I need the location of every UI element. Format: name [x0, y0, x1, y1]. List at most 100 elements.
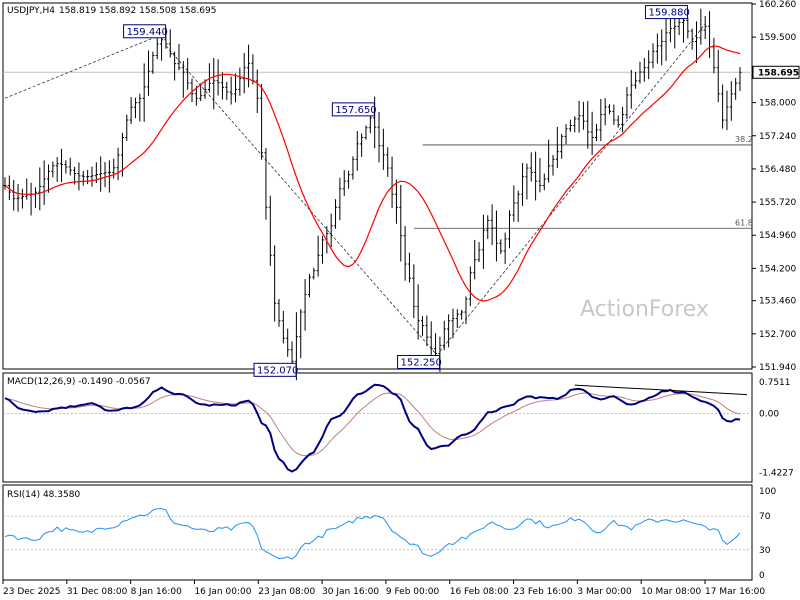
time-tick-label: 17 Mar 16:00 [705, 587, 765, 597]
moving-average-line [4, 45, 741, 302]
price-bar [673, 17, 677, 49]
price-tick-label: 159.500 [759, 33, 796, 43]
macd-tick-label: -1.4227 [759, 469, 794, 479]
price-bar [129, 97, 133, 125]
price-bar [147, 50, 151, 96]
price-bar [507, 210, 511, 249]
price-bar [442, 320, 446, 351]
price-bar [603, 98, 607, 126]
price-bar [390, 156, 394, 209]
price-bar [412, 264, 416, 319]
price-bar [416, 284, 420, 340]
price-tick-label: 155.720 [759, 198, 796, 208]
price-bar [525, 163, 529, 200]
rsi-panel-frame [2, 484, 753, 581]
price-bar [225, 81, 229, 100]
price-bar [421, 316, 425, 337]
price-bar [25, 178, 29, 200]
price-bar [725, 90, 729, 131]
price-bar [481, 214, 485, 269]
price-bar [90, 166, 94, 187]
time-tick-label: 16 Feb 08:00 [450, 587, 509, 597]
price-bar [560, 133, 564, 159]
price-layer: 38.2 61.8 159.440 152.070 157.650 152.250 159.… [3, 5, 753, 381]
price-bar [377, 112, 381, 163]
price-bar [608, 104, 612, 115]
price-bar [716, 49, 720, 103]
price-tick-label: 153.460 [759, 297, 796, 307]
price-bar [577, 100, 581, 133]
trendline [4, 32, 167, 99]
price-bar [116, 147, 120, 181]
price-bar [212, 58, 216, 110]
price-bar [521, 163, 525, 206]
price-bar [407, 252, 411, 283]
price-title: USDJPY,H4 158.819 158.892 158.508 158.695 [7, 6, 216, 16]
price-bar [529, 152, 533, 182]
price-bar [616, 115, 620, 128]
price-bar [7, 175, 11, 200]
price-bar [634, 71, 638, 89]
price-bar [394, 179, 398, 224]
time-tick-label: 23 Jan 08:00 [258, 587, 315, 597]
price-bar [60, 148, 64, 183]
price-bar [429, 321, 433, 362]
price-bar [534, 151, 538, 201]
price-bar [729, 81, 733, 121]
price-bar [425, 315, 429, 347]
price-bar [20, 188, 24, 209]
swing-label-box [397, 354, 441, 369]
fib-level-label: 61.8 [735, 218, 753, 227]
price-bar [612, 104, 616, 125]
swing-label-box [123, 24, 167, 39]
swing-label: 152.070 [257, 365, 298, 376]
price-bar [155, 37, 159, 60]
price-bar [199, 83, 203, 102]
price-bar [3, 177, 7, 190]
price-bar [112, 158, 116, 179]
swing-label: 152.250 [401, 357, 442, 368]
price-bar [468, 266, 472, 307]
price-bar [103, 162, 107, 188]
price-bar [133, 97, 137, 119]
rsi-title: RSI(14) 48.3580 [7, 490, 80, 500]
price-bar [342, 170, 346, 196]
macd-line [4, 383, 741, 473]
price-bar [403, 226, 407, 281]
price-bar [247, 44, 251, 88]
time-tick-label: 30 Jan 16:00 [322, 587, 379, 597]
price-bar [590, 111, 594, 156]
price-bar [216, 59, 220, 96]
price-bar [181, 60, 185, 98]
price-bar [238, 67, 242, 96]
price-bar [68, 157, 72, 176]
price-bar [203, 79, 207, 100]
time-tick-label: 16 Jan 00:00 [194, 587, 251, 597]
price-bar [51, 161, 55, 178]
price-bar [712, 37, 716, 74]
rsi-tick-label: 100 [759, 487, 776, 497]
price-bar [664, 12, 668, 61]
price-bar [29, 182, 33, 216]
price-bar [77, 162, 81, 191]
price-bar [329, 213, 333, 248]
price-bar [299, 309, 303, 359]
price-bar [242, 53, 246, 94]
price-bar [273, 245, 277, 322]
macd-panel-frame [2, 372, 753, 483]
time-tick-label: 9 Feb 00:00 [386, 587, 440, 597]
rsi-tick-label: 30 [759, 546, 771, 556]
price-bar [281, 310, 285, 344]
price-tick-label: 154.960 [759, 231, 796, 241]
price-bar [277, 299, 281, 327]
price-bar [360, 133, 364, 157]
price-bar [46, 164, 50, 193]
price-bar [381, 128, 385, 170]
price-bar [708, 11, 712, 59]
price-bar [581, 101, 585, 130]
price-bar [81, 170, 85, 186]
price-bar [234, 73, 238, 103]
trendline [165, 45, 436, 354]
price-bar [551, 155, 555, 176]
